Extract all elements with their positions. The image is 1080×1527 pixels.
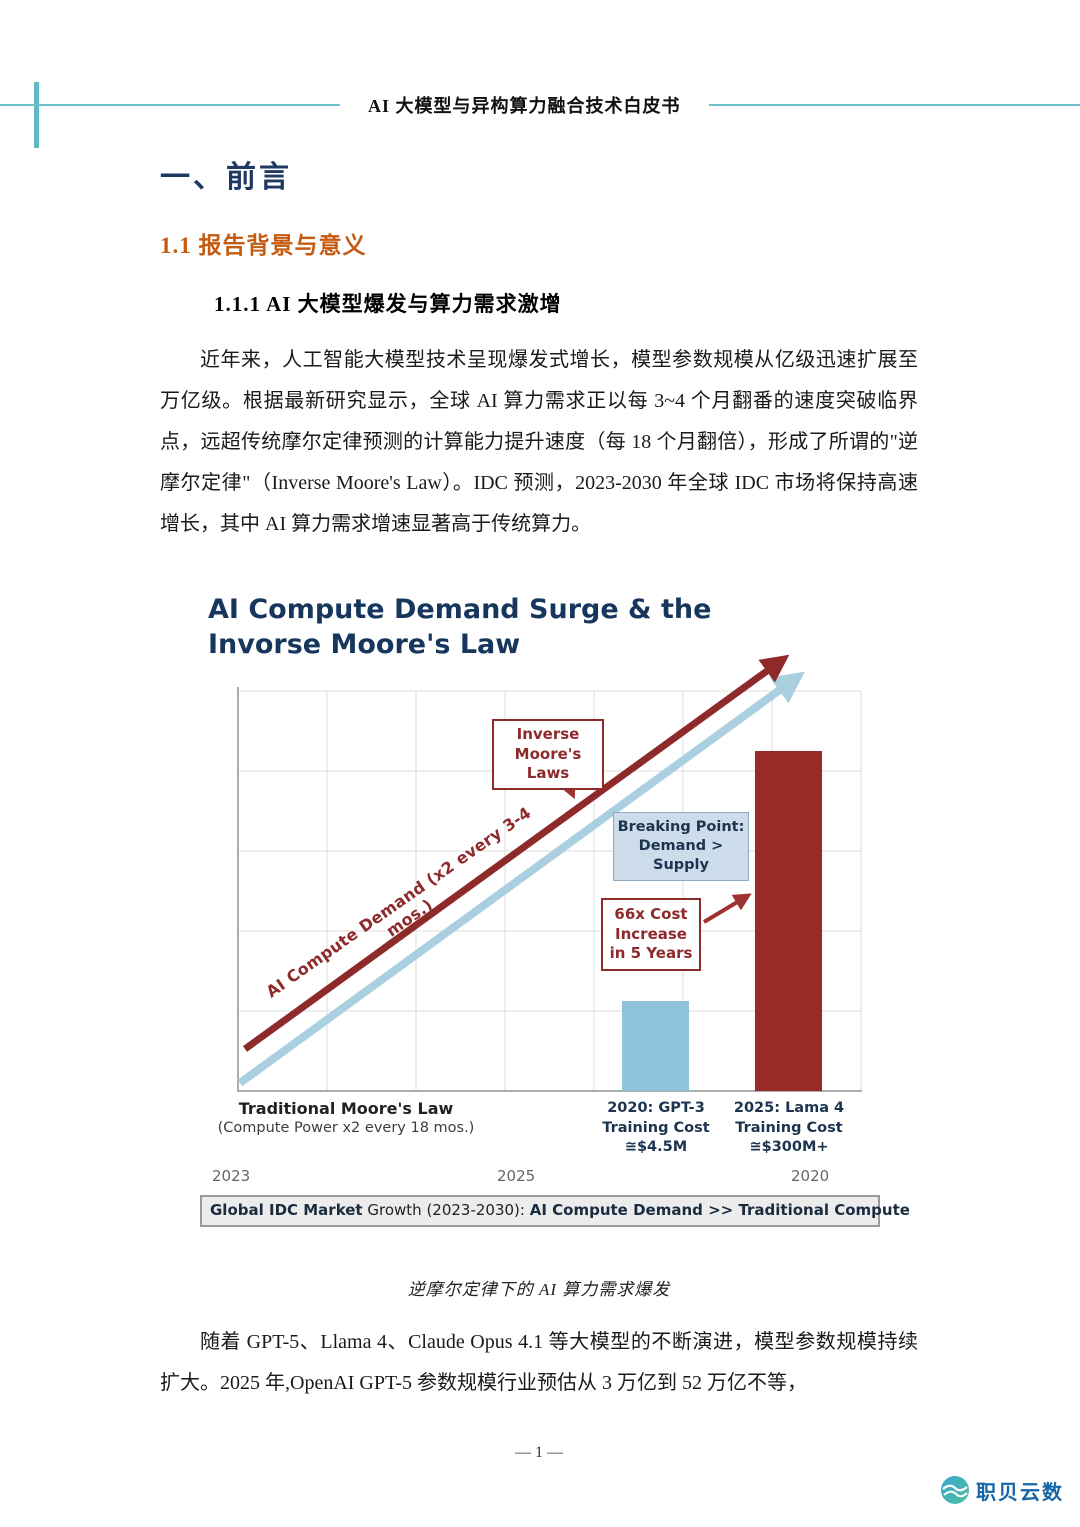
cost-box-pointer-arrow [702,893,752,924]
inverse-label-line1: Inverse [516,725,580,743]
breaking-label-line1: Breaking Point: [617,819,745,835]
document-title: AI 大模型与异构算力融合技术白皮书 [368,96,681,116]
x-tick-2020: 2020 [791,1167,830,1185]
page-header: AI 大模型与异构算力融合技术白皮书 [0,92,1080,118]
cost-label-line2: Increase [615,924,687,943]
inverse-label-line2: Moore's Laws [514,744,582,783]
footer-brand: 职贝云数 [940,1475,1064,1505]
paragraph-1: 近年来，人工智能大模型技术呈现爆发式增长，模型参数规模从亿级迅速扩展至万亿级。根… [160,349,918,535]
llama4-bar-label-value: ≅$300M+ [749,1139,829,1156]
x-tick-2023: 2023 [212,1167,251,1185]
brand-logo-icon [941,1476,969,1504]
cost-increase-label-box: 66x Cost Increase in 5 Years [601,898,701,971]
gpt3-bar-label-line2: Training Cost [602,1119,710,1136]
gpt3-bar-label: 2020: GPT-3 Training Cost ≅$4.5M [590,1099,722,1158]
inverse-moore-label-box: Inverse Moore's Laws [492,719,604,790]
gpt3-bar-label-value: ≅$4.5M [624,1139,688,1156]
header-rule-left [0,104,340,106]
chart-title-line2: Invorse Moore's Law [208,628,521,660]
brand-logo-text: 职贝云数 [976,1481,1064,1504]
cost-label-line1: 66x Cost [614,905,688,923]
moore-label-line1: Traditional Moore's Law [238,1099,454,1118]
figure-caption: 逆摩尔定律下的 AI 算力需求爆发 [407,1280,671,1299]
page-number: — 1 — [515,1444,563,1461]
chart-title-line1: AI Compute Demand Surge & the [208,594,712,625]
banner-bold-2: AI Compute Demand >> Traditional Compute [529,1201,910,1219]
top-left-accent-bar [34,82,39,148]
header-rule-right [708,104,1080,106]
banner-regular: Growth (2023-2030): [362,1201,530,1219]
subsubsection-heading: 1.1.1 AI 大模型爆发与算力需求激增 [214,292,562,316]
page-content: 一、前言 1.1 报告背景与意义 1.1.1 AI 大模型爆发与算力需求激增 近… [160,112,918,1462]
section-heading: 一、前言 [160,161,292,194]
gpt3-cost-bar [622,1001,689,1091]
ai-demand-arrow [242,654,790,1052]
llama4-bar-label-line1: 2025: Lama 4 [733,1100,845,1116]
chart-banner: Global IDC Market Growth (2023-2030): AI… [200,1195,910,1227]
chart-axes [237,687,862,1092]
x-tick-2025: 2025 [497,1167,536,1185]
chart-figure: AI Compute Demand Surge & the Invorse Mo… [200,591,910,1243]
cost-label-line3: in 5 Years [609,944,693,962]
breaking-point-label-box: Breaking Point: Demand > Supply [613,812,749,881]
moore-label-line2: (Compute Power x2 every 18 mos.) [217,1120,475,1136]
paragraph-2: 随着 GPT-5、Llama 4、Claude Opus 4.1 等大模型的不断… [160,1331,918,1394]
breaking-label-line2: Demand > Supply [638,837,724,873]
llama4-bar-label: 2025: Lama 4 Training Cost ≅$300M+ [723,1099,855,1158]
banner-bold-1: Global IDC Market [210,1201,363,1219]
traditional-moore-label: Traditional Moore's Law (Compute Power x… [200,1099,492,1136]
gpt3-bar-label-line1: 2020: GPT-3 [607,1100,705,1116]
traditional-moore-arrow [237,671,805,1087]
chart-title: AI Compute Demand Surge & the Invorse Mo… [208,593,711,662]
llama4-bar-label-line2: Training Cost [735,1119,843,1136]
subsection-heading: 1.1 报告背景与意义 [160,233,367,258]
llama4-cost-bar [755,751,822,1091]
